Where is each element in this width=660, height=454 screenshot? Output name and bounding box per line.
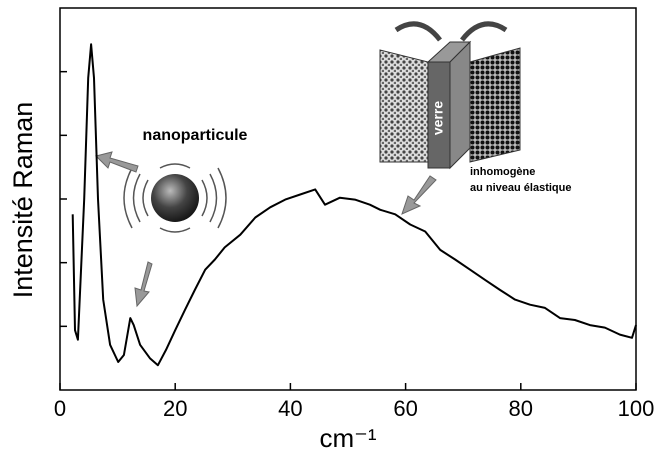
annotation: verre: [430, 101, 446, 135]
x-tick-label: 0: [54, 396, 66, 421]
x-tick-label: 40: [278, 396, 302, 421]
arrow: [396, 24, 440, 40]
arrow: [135, 262, 152, 306]
annotation: nanoparticule: [143, 127, 248, 144]
arrow: [402, 176, 436, 214]
glass-panel: [380, 50, 428, 162]
annotation: au niveau élastique: [470, 182, 571, 194]
x-axis-label: cm⁻¹: [319, 423, 376, 453]
y-axis-label: Intensité Raman: [8, 102, 38, 299]
x-tick-label: 20: [163, 396, 187, 421]
glass-block: [450, 42, 470, 168]
arrow: [96, 152, 138, 172]
annotation: inhomogène: [470, 166, 535, 178]
x-tick-label: 100: [618, 396, 655, 421]
chart: Intensité Raman cm⁻¹ nanoparticule verre…: [0, 0, 660, 454]
nanoparticle: [151, 174, 199, 222]
arrow: [462, 24, 506, 40]
glass-panel: [470, 48, 520, 162]
x-tick-label: 60: [393, 396, 417, 421]
x-tick-label: 80: [509, 396, 533, 421]
